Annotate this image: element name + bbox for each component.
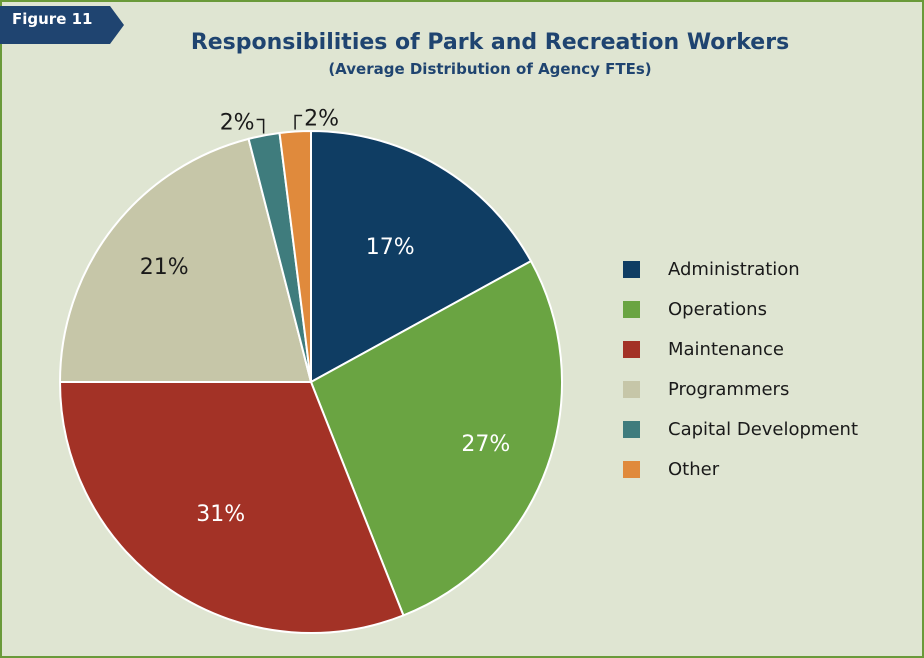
leader-line-other <box>294 114 303 130</box>
figure-badge <box>0 6 124 44</box>
legend-swatch-maintenance <box>623 341 640 358</box>
data-label-programmers: 21% <box>140 255 189 280</box>
pie-slice-programmers <box>58 137 313 383</box>
pie-slice-maintenance <box>58 381 405 634</box>
data-label-other: 2% <box>304 107 339 132</box>
legend-label-maintenance: Maintenance <box>668 339 784 360</box>
legend-label-other: Other <box>668 459 720 480</box>
legend-label-administration: Administration <box>668 259 800 280</box>
legend-label-capital-development: Capital Development <box>668 419 858 440</box>
figure-label: Figure 11 <box>12 10 93 28</box>
legend-label-operations: Operations <box>668 299 767 320</box>
chart-title: Responsibilities of Park and Recreation … <box>190 30 790 55</box>
legend-swatch-programmers <box>623 381 640 398</box>
data-label-operations: 27% <box>461 432 510 457</box>
pie-slice-administration <box>310 129 533 384</box>
legend-swatch-operations <box>623 301 640 318</box>
pie-slice-other <box>278 129 312 383</box>
pie-slice-operations <box>309 259 563 617</box>
legend-label-programmers: Programmers <box>668 379 789 400</box>
data-label-capital-development: 2% <box>220 111 255 136</box>
legend-swatch-administration <box>623 261 640 278</box>
data-label-administration: 17% <box>366 235 415 260</box>
legend-swatch-capital-development <box>623 421 640 438</box>
data-label-maintenance: 31% <box>196 502 245 527</box>
chart-subtitle: (Average Distribution of Agency FTEs) <box>328 60 652 78</box>
legend-swatch-other <box>623 461 640 478</box>
leader-line-capital-development <box>256 118 265 134</box>
